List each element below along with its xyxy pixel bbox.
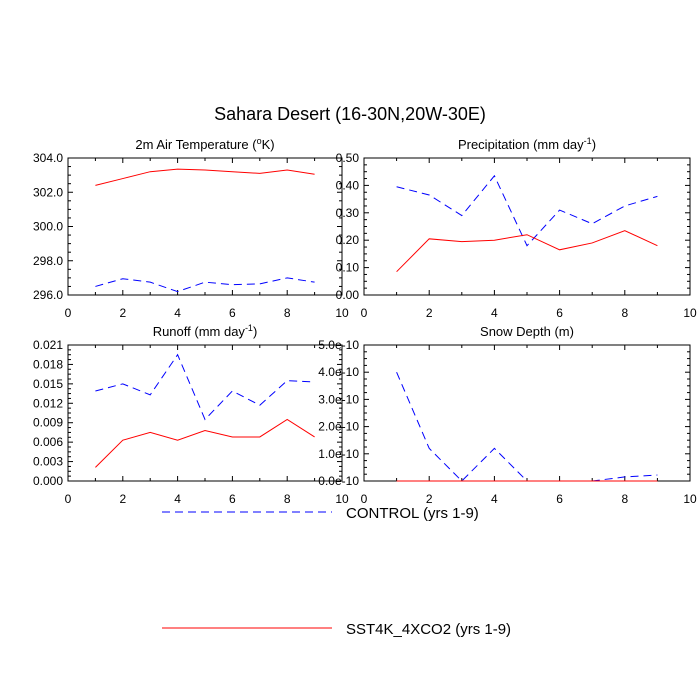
x-tick-label: 0 (65, 306, 72, 320)
x-tick-label: 0 (65, 492, 72, 506)
x-tick-label: 10 (335, 492, 349, 506)
y-tick-label: 0.0e-10 (318, 474, 359, 488)
panel-title: Snow Depth (m) (480, 324, 574, 339)
y-tick-label: 0.021 (33, 338, 63, 352)
x-tick-label: 6 (229, 306, 236, 320)
panel-title-main: 2m Air Temperature ( (135, 137, 257, 152)
x-tick-label: 6 (556, 306, 563, 320)
legend-label-control: CONTROL (yrs 1-9) (346, 505, 479, 522)
panel-title: 2m Air Temperature (oK) (135, 136, 274, 152)
y-tick-label: 0.015 (33, 377, 63, 391)
panel-title-superscript: -1 (245, 323, 253, 333)
panel-title: Precipitation (mm day-1) (458, 136, 596, 152)
y-tick-label: 0.012 (33, 396, 63, 410)
x-tick-label: 8 (621, 306, 628, 320)
y-tick-label: 0.003 (33, 455, 63, 469)
x-tick-label: 0 (361, 492, 368, 506)
panel-title-superscript: -1 (584, 136, 592, 146)
y-tick-label: 3.0e-10 (318, 392, 359, 406)
series-line-control (396, 174, 658, 247)
legend: CONTROL (yrs 1-9) SST4K_4XCO2 (yrs 1-9) (162, 505, 511, 638)
series-line-sst4k (95, 168, 315, 186)
panel-title-suffix: ) (592, 137, 596, 152)
series-line-control (396, 372, 658, 482)
y-tick-label: 2.0e-10 (318, 420, 359, 434)
y-tick-label: 1.0e-10 (318, 447, 359, 461)
x-tick-label: 4 (174, 492, 181, 506)
y-tick-label: 4.0e-10 (318, 365, 359, 379)
series-line-sst4k (396, 230, 658, 273)
panel-title-superscript: o (257, 136, 262, 146)
y-tick-label: 0.006 (33, 435, 63, 449)
x-tick-label: 10 (683, 306, 697, 320)
series-line-control (95, 353, 315, 421)
chart-panel-runoff: 0 2 4 6 8 10 0.000 0.003 0.006 0.009 0.012 0.015 0.0… (33, 323, 349, 506)
y-tick-label: 0.10 (336, 261, 360, 275)
x-tick-label: 10 (683, 492, 697, 506)
y-tick-label: 0.40 (336, 178, 360, 192)
x-tick-label: 8 (621, 492, 628, 506)
y-tick-label: 0.30 (336, 206, 360, 220)
y-tick-label: 0.20 (336, 233, 360, 247)
x-tick-label: 2 (119, 492, 126, 506)
x-tick-label: 4 (491, 306, 498, 320)
x-tick-label: 6 (229, 492, 236, 506)
x-tick-label: 0 (361, 306, 368, 320)
y-tick-label: 5.0e-10 (318, 338, 359, 352)
x-tick-label: 4 (174, 306, 181, 320)
panel-title-main: Precipitation (mm day (458, 137, 584, 152)
plot-frame (363, 344, 691, 482)
panel-title: Runoff (mm day-1) (153, 323, 258, 339)
x-tick-label: 8 (284, 306, 291, 320)
panel-title-suffix: ) (253, 324, 257, 339)
chart-panels: 0 2 4 6 8 10 296.0 298.0 300.0 302.0 304.0 2m Air T… (33, 136, 697, 506)
y-tick-label: 0.00 (336, 288, 360, 302)
x-tick-label: 2 (426, 492, 433, 506)
panel-title-main: Snow Depth (m) (480, 324, 574, 339)
legend-label-sst4k: SST4K_4XCO2 (yrs 1-9) (346, 621, 511, 638)
plot-frame (67, 157, 343, 296)
y-tick-label: 304.0 (33, 151, 63, 165)
y-tick-label: 0.000 (33, 474, 63, 488)
plot-frame (363, 157, 691, 296)
x-tick-label: 6 (556, 492, 563, 506)
y-tick-label: 0.009 (33, 416, 63, 430)
y-tick-label: 0.018 (33, 357, 63, 371)
x-tick-label: 8 (284, 492, 291, 506)
panel-title-suffix: K) (262, 137, 275, 152)
x-tick-label: 4 (491, 492, 498, 506)
y-tick-label: 302.0 (33, 185, 63, 199)
chart-panel-precipitation: 0 2 4 6 8 10 0.00 0.10 0.20 0.30 0.40 0.50 Precipita… (336, 136, 697, 320)
series-line-control (95, 277, 315, 293)
y-tick-label: 298.0 (33, 254, 63, 268)
y-tick-label: 300.0 (33, 220, 63, 234)
y-tick-label: 0.50 (336, 151, 360, 165)
chart-panel-temperature: 0 2 4 6 8 10 296.0 298.0 300.0 302.0 304.0 2m Air T… (33, 136, 349, 320)
y-tick-label: 296.0 (33, 288, 63, 302)
plot-frame (67, 344, 343, 482)
figure-title: Sahara Desert (16-30N,20W-30E) (214, 104, 486, 124)
x-tick-label: 10 (335, 306, 349, 320)
chart-panel-snow-depth: 0 2 4 6 8 10 0.0e-10 1.0e-10 2.0e-10 3.0e-10 4.0e-… (318, 324, 697, 506)
x-tick-label: 2 (426, 306, 433, 320)
series-line-sst4k (95, 418, 315, 468)
x-tick-label: 2 (119, 306, 126, 320)
panel-title-main: Runoff (mm day (153, 324, 246, 339)
